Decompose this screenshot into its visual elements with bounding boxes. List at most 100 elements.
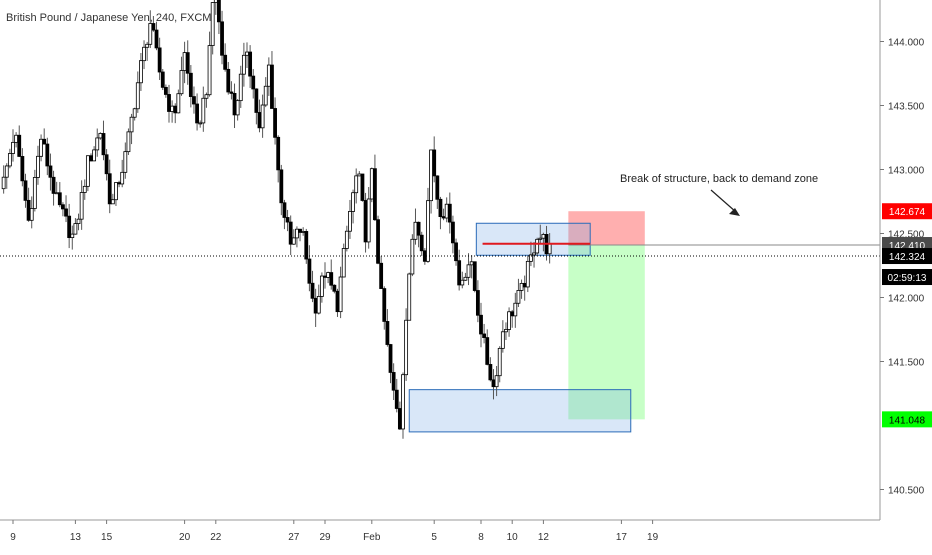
candle-body [401, 374, 405, 430]
candle-body [288, 221, 293, 245]
candle-body [32, 177, 37, 209]
candle-body [494, 375, 499, 388]
candle-body [341, 248, 346, 278]
candle-body [213, 0, 218, 3]
candle [92, 146, 97, 162]
candle [270, 51, 274, 109]
candle-body [210, 2, 215, 46]
candle [454, 238, 458, 266]
candle [285, 209, 290, 232]
candle-body [257, 112, 262, 129]
take-profit-zone[interactable] [568, 245, 645, 420]
candle-body [48, 165, 53, 178]
candle [407, 272, 412, 321]
candle [432, 136, 437, 183]
stop-loss-zone[interactable] [568, 211, 645, 246]
candle [263, 77, 268, 108]
candle-body [360, 173, 365, 201]
candle-body [126, 131, 131, 153]
candle-body [419, 234, 424, 252]
candle-body [142, 46, 146, 62]
x-tick-label: 5 [431, 532, 437, 543]
y-tick-label: 142.000 [888, 294, 925, 305]
candle-body [432, 149, 437, 177]
candle [354, 168, 359, 204]
price-badge-label: 142.324 [889, 252, 926, 263]
demand-zone-1[interactable] [475, 222, 591, 256]
candle-body [57, 192, 62, 206]
candle [157, 37, 162, 81]
candle [61, 202, 65, 217]
demand-zone-2[interactable] [408, 389, 632, 433]
price-badge-bg [882, 203, 932, 220]
candle-body [525, 260, 530, 288]
candle [210, 2, 215, 55]
candle-body [444, 203, 449, 219]
candle [1, 165, 6, 194]
candle-body [298, 228, 302, 233]
candle [525, 255, 530, 293]
candle [298, 228, 302, 242]
candle-body [17, 134, 22, 157]
candle-body [42, 138, 47, 145]
price-badge: 142.674 [882, 203, 932, 220]
candle-body [532, 252, 536, 256]
candle [373, 154, 377, 222]
price-badge-bg [882, 269, 932, 286]
candle-body [451, 221, 455, 244]
candle [494, 366, 499, 397]
candle [310, 270, 315, 303]
candle [95, 128, 100, 157]
candle-body [438, 198, 443, 218]
candle [447, 192, 452, 234]
candle [273, 97, 277, 145]
candle [185, 40, 190, 85]
candle-body [182, 52, 187, 71]
price-badge: 141.048 [882, 411, 932, 428]
x-tick-label: 10 [507, 532, 519, 543]
candle-body [441, 216, 446, 219]
candle-body [123, 151, 128, 173]
candle-body [513, 302, 518, 317]
candle-body [110, 199, 115, 205]
candle-body [173, 105, 178, 114]
candle [426, 187, 430, 263]
candle-body [279, 169, 284, 204]
candle [376, 215, 380, 265]
candle-body [117, 182, 121, 185]
candle-body [529, 254, 533, 262]
candle [282, 199, 287, 230]
x-tick-label: 20 [179, 532, 191, 543]
candle [223, 43, 228, 72]
candle-body [132, 108, 137, 118]
y-tick-label: 140.500 [888, 486, 925, 497]
candle [57, 182, 62, 208]
x-tick-label: 29 [319, 532, 331, 543]
candle [42, 128, 47, 145]
candle [76, 213, 81, 231]
candle [82, 179, 87, 200]
x-tick-label: Feb [363, 532, 381, 543]
candle-body [220, 21, 224, 56]
candle [472, 261, 477, 293]
candle-body [139, 60, 143, 84]
candle-body [254, 88, 259, 113]
candle-body [23, 180, 28, 201]
candle-body [45, 143, 50, 167]
candle [20, 148, 25, 187]
candle-body [507, 311, 511, 330]
x-tick-label: 8 [478, 532, 484, 543]
candle-body [67, 215, 72, 239]
x-tick-label: 15 [101, 532, 113, 543]
candle [419, 231, 424, 256]
candle-body [14, 134, 19, 143]
candle-body [329, 272, 334, 286]
candle [394, 378, 399, 413]
candle [341, 243, 346, 278]
candle-body [248, 51, 253, 77]
candle [451, 215, 455, 254]
candle [529, 241, 533, 267]
candle [235, 99, 240, 121]
